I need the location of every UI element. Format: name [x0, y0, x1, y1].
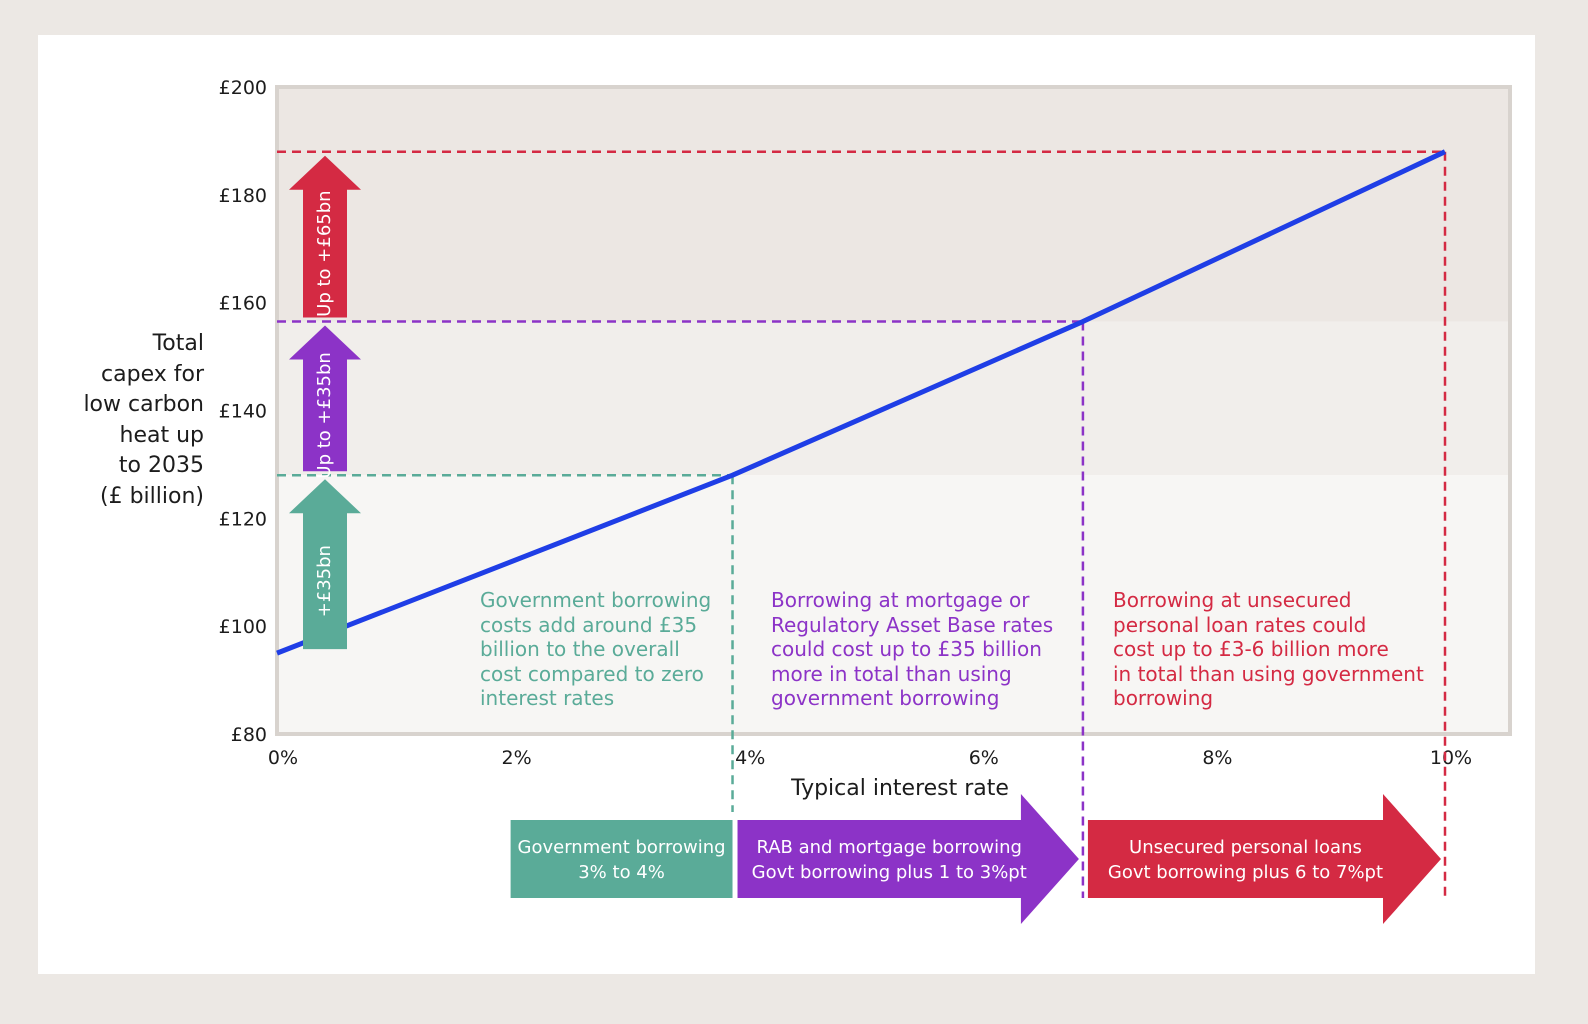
y-tick-label: £100 — [219, 616, 267, 638]
y-tick-label: £140 — [219, 401, 267, 423]
capex-line — [276, 149, 1447, 656]
range-bar — [737, 794, 1079, 924]
x-tick-label: 8% — [1202, 747, 1232, 769]
range-bar — [1087, 794, 1441, 924]
x-tick-label: 0% — [268, 747, 298, 769]
plot-band-mid — [277, 321, 1510, 476]
x-axis-label: Typical interest rate — [790, 776, 1009, 801]
annotation-unsecured: Borrowing at unsecured personal loan rat… — [1113, 588, 1424, 710]
annotation-government: Government borrowing costs add around £3… — [480, 588, 712, 710]
x-tick-label: 6% — [969, 747, 999, 769]
y-tick-label: £160 — [219, 293, 267, 315]
x-tick-label: 2% — [502, 747, 532, 769]
range-bar-label-1: Unsecured personal loans — [1129, 837, 1362, 858]
range-bar-label-2: 3% to 4% — [578, 862, 665, 883]
y-tick-label: £180 — [219, 185, 267, 207]
plot-frame — [275, 85, 1512, 736]
plot-band-low — [277, 475, 1510, 734]
range-bar — [510, 820, 733, 898]
increase-arrow-label: Up to +£35bn — [314, 352, 335, 478]
x-tick-label: 10% — [1430, 747, 1472, 769]
increase-arrow — [289, 325, 361, 472]
range-bar-label-2: Govt borrowing plus 6 to 7%pt — [1108, 862, 1383, 883]
increase-arrow-label: Up to +£65bn — [314, 190, 335, 316]
y-tick-label: £120 — [219, 508, 267, 530]
increase-arrow-label: +£35bn — [314, 545, 335, 617]
range-bar-label-2: Govt borrowing plus 1 to 3%pt — [752, 862, 1027, 883]
increase-arrow — [289, 155, 361, 318]
annotation-mortgage-rab: Borrowing at mortgage or Regulatory Asse… — [771, 588, 1054, 710]
increase-arrow — [289, 479, 361, 650]
y-axis-label: Total capex for low carbon heat up to 20… — [83, 331, 204, 509]
y-tick-label: £200 — [219, 77, 267, 99]
y-tick-label: £80 — [231, 724, 267, 746]
range-bar-label-1: Government borrowing — [518, 837, 726, 858]
range-bar-label-1: RAB and mortgage borrowing — [756, 837, 1022, 858]
x-tick-label: 4% — [735, 747, 765, 769]
plot-band-high — [277, 87, 1510, 322]
